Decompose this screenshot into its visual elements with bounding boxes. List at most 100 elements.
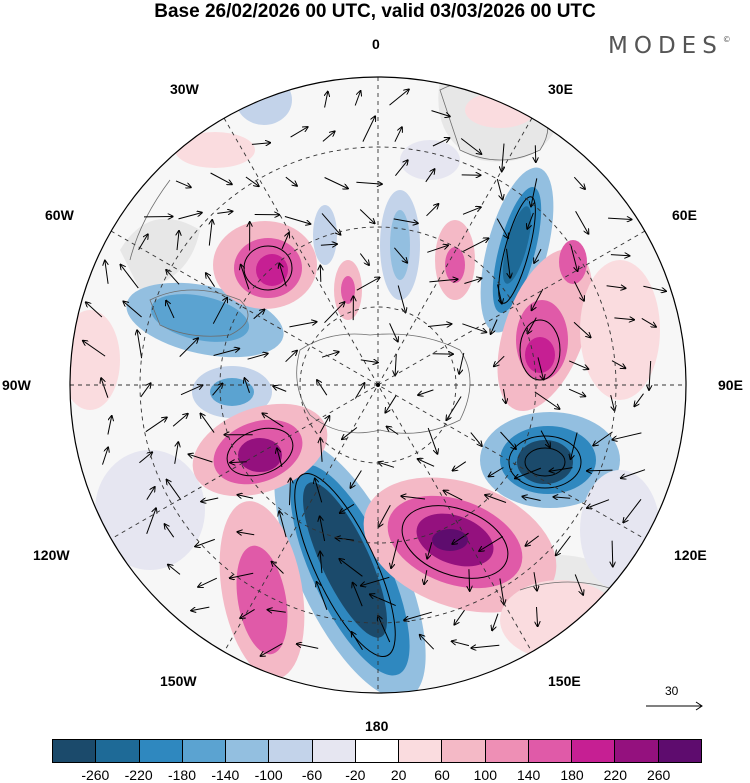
wind-vector xyxy=(606,286,626,288)
wind-vector xyxy=(353,583,363,607)
wind-vector xyxy=(289,322,316,328)
colorbar-tick-label: -100 xyxy=(254,767,283,783)
wind-vector xyxy=(489,467,504,477)
lon-label-90e: 90E xyxy=(718,377,743,393)
wind-vector xyxy=(587,470,613,471)
wind-vector xyxy=(469,569,470,591)
wind-vector xyxy=(370,594,396,607)
wind-vector xyxy=(238,495,254,499)
wind-vector xyxy=(290,478,291,506)
wind-vector xyxy=(198,577,218,587)
lon-label-150e: 150E xyxy=(548,673,581,689)
wind-vector xyxy=(573,176,585,189)
wind-vector xyxy=(540,430,550,448)
wind-vector xyxy=(325,92,328,108)
copyright-mark: © xyxy=(722,35,731,44)
wind-vector xyxy=(459,352,465,374)
wind-vector xyxy=(553,497,571,498)
lon-label-180: 180 xyxy=(365,718,389,734)
wind-vector xyxy=(261,643,283,656)
wind-vector xyxy=(212,384,223,396)
wind-vector xyxy=(360,360,378,363)
wind-vector xyxy=(418,389,434,395)
wind-vector xyxy=(395,160,407,177)
wind-vector xyxy=(391,539,399,568)
wind-vector xyxy=(499,578,504,605)
colorbar-tick-label: 100 xyxy=(473,767,498,783)
wind-vector xyxy=(351,470,362,488)
wind-vector xyxy=(496,218,508,238)
wind-vector xyxy=(610,394,615,410)
colorbar-tick-label: -20 xyxy=(345,767,366,783)
wind-vector xyxy=(556,535,571,555)
wind-vector xyxy=(140,383,151,398)
wind-vector xyxy=(534,391,560,409)
wind-vector xyxy=(320,552,322,574)
wind-vector xyxy=(105,261,109,284)
wind-vector xyxy=(485,495,507,503)
wind-vector xyxy=(608,218,632,219)
wind-vector xyxy=(168,565,181,575)
wind-vector xyxy=(253,310,265,320)
wind-vector xyxy=(587,499,610,508)
wind-vector xyxy=(446,396,462,421)
wind-vector xyxy=(201,497,219,502)
wind-vector xyxy=(317,582,328,610)
wind-vector xyxy=(284,216,311,225)
wind-vector xyxy=(385,395,397,412)
colorbar-swatch xyxy=(528,740,573,762)
wind-vector xyxy=(317,380,328,396)
wind-vector xyxy=(496,178,502,199)
wind-vector xyxy=(107,416,112,435)
chart-title: Base 26/02/2026 00 UTC, valid 03/03/2026… xyxy=(154,1,596,22)
wind-vector xyxy=(395,353,396,375)
wind-vector xyxy=(641,317,656,326)
wind-vector xyxy=(393,218,418,223)
wind-vector xyxy=(432,138,450,147)
wind-vector xyxy=(379,504,391,527)
wind-vector xyxy=(166,301,175,319)
colorbar-tick-label: 140 xyxy=(516,767,541,783)
wind-vector xyxy=(534,248,542,263)
wind-vector xyxy=(491,319,498,335)
colorbar-swatch xyxy=(53,740,97,762)
wind-vector xyxy=(500,431,516,449)
wind-vector xyxy=(321,213,340,234)
lon-label-0: 0 xyxy=(372,36,380,52)
wind-vector xyxy=(573,281,584,301)
wind-vector xyxy=(394,127,402,142)
wind-vector xyxy=(427,542,433,558)
wind-vector xyxy=(212,298,227,324)
wind-vector xyxy=(146,508,156,534)
wind-vector xyxy=(527,212,534,229)
wind-vector xyxy=(247,354,268,360)
reference-vector-label: 30 xyxy=(665,684,679,698)
lon-label-150w: 150W xyxy=(160,673,197,689)
wind-vector xyxy=(574,574,583,594)
colorbar-swatch xyxy=(615,740,659,762)
wind-vector xyxy=(121,265,139,289)
wind-vector xyxy=(297,644,319,649)
wind-vector xyxy=(217,211,232,213)
wind-vector xyxy=(146,487,155,500)
colorbar-tick-label: -140 xyxy=(211,767,240,783)
wind-vector xyxy=(612,432,642,440)
wind-vector xyxy=(356,278,380,291)
colorbar-tick-label: -220 xyxy=(124,767,153,783)
colorbar xyxy=(52,739,702,763)
wind-vector xyxy=(320,438,322,462)
wind-vector xyxy=(537,606,538,626)
wind-vector xyxy=(281,233,289,250)
wind-vector xyxy=(389,323,398,341)
wind-vector xyxy=(425,169,435,183)
colorbar-swatch xyxy=(226,740,270,762)
wind-vector xyxy=(230,572,254,578)
wind-vector xyxy=(453,461,467,471)
wind-vector xyxy=(634,393,644,407)
wind-vector xyxy=(137,330,143,359)
wind-vector xyxy=(177,231,179,251)
wind-vector xyxy=(359,209,374,224)
wind-vector xyxy=(145,417,167,433)
wind-vector xyxy=(251,143,270,145)
